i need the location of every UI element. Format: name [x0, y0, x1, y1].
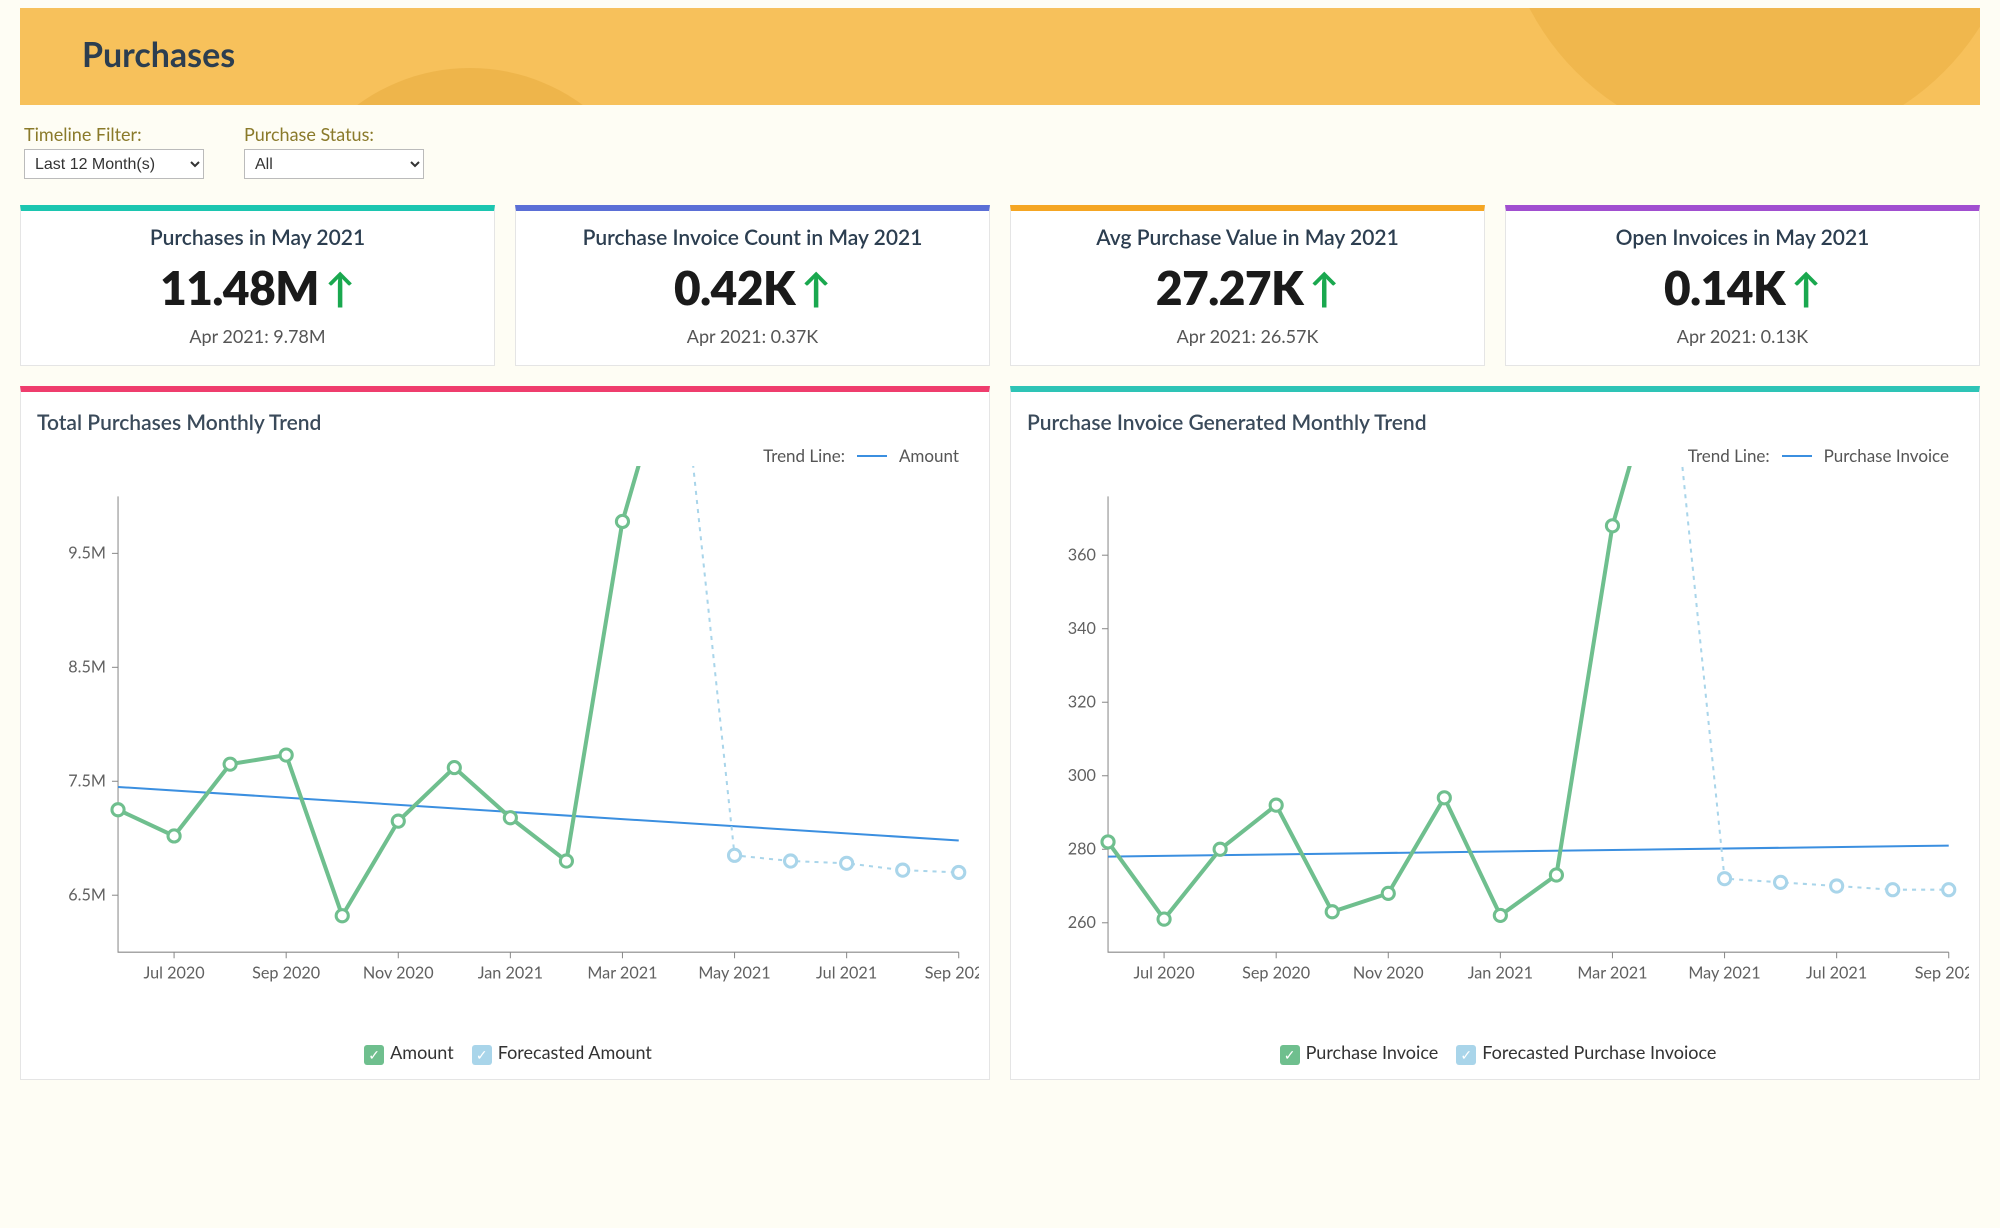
check-icon: ✓: [1280, 1045, 1300, 1065]
arrow-up-icon: ↑: [1791, 268, 1821, 308]
svg-text:Sep 2021: Sep 2021: [1915, 964, 1969, 983]
trend-line-sample-icon: [1782, 455, 1812, 457]
chart-series-legend: ✓Amount ✓Forecasted Amount: [37, 1033, 979, 1064]
chart-invoice-generated: Purchase Invoice Generated Monthly Trend…: [1010, 386, 1980, 1080]
svg-text:360: 360: [1068, 545, 1096, 564]
check-icon: ✓: [472, 1045, 492, 1065]
kpi-prev-value: Apr 2021: 0.37K: [526, 325, 979, 347]
status-filter: Purchase Status: All: [244, 123, 424, 179]
svg-text:Sep 2020: Sep 2020: [252, 964, 320, 983]
kpi-value: 27.27K: [1156, 260, 1303, 315]
kpi-card: Purchases in May 2021 11.48M↑ Apr 2021: 9.…: [20, 205, 495, 366]
kpi-title: Avg Purchase Value in May 2021: [1021, 225, 1474, 250]
trend-series-name: Purchase Invoice: [1824, 445, 1949, 466]
svg-text:May 2021: May 2021: [698, 964, 770, 983]
svg-text:9.5M: 9.5M: [68, 543, 106, 562]
chart-title: Purchase Invoice Generated Monthly Trend: [1027, 410, 1969, 435]
check-icon: ✓: [1456, 1045, 1476, 1065]
chart-title: Total Purchases Monthly Trend: [37, 410, 979, 435]
filters-bar: Timeline Filter: Last 12 Month(s) Purcha…: [0, 105, 2000, 189]
svg-text:320: 320: [1068, 692, 1096, 711]
chart-svg: 260 280 300 320 340 360 Jul 2020 Sep 2020 Nov 20…: [1027, 466, 1969, 1033]
kpi-card: Avg Purchase Value in May 2021 27.27K↑ Apr…: [1010, 205, 1485, 366]
svg-text:260: 260: [1068, 913, 1096, 932]
chart-series-legend: ✓Purchase Invoice ✓Forecasted Purchase In…: [1027, 1033, 1969, 1064]
charts-row: Total Purchases Monthly Trend Trend Line:…: [0, 366, 2000, 1080]
kpi-title: Purchase Invoice Count in May 2021: [526, 225, 979, 250]
svg-text:6.5M: 6.5M: [68, 885, 106, 904]
trend-label: Trend Line:: [1688, 445, 1770, 466]
kpi-value: 0.42K: [674, 260, 795, 315]
svg-text:Nov 2020: Nov 2020: [363, 964, 434, 983]
kpi-value-row: 0.42K↑: [526, 260, 979, 315]
kpi-value-row: 0.14K↑: [1516, 260, 1969, 315]
svg-text:Jul 2021: Jul 2021: [1806, 964, 1867, 983]
svg-text:Mar 2021: Mar 2021: [587, 964, 657, 983]
page-title: Purchases: [82, 34, 1980, 75]
svg-text:8.5M: 8.5M: [68, 657, 106, 676]
legend-item[interactable]: ✓Amount: [364, 1041, 454, 1064]
svg-text:Sep 2020: Sep 2020: [1242, 964, 1310, 983]
trend-line-sample-icon: [857, 455, 887, 457]
timeline-filter: Timeline Filter: Last 12 Month(s): [24, 123, 204, 179]
kpi-value: 0.14K: [1664, 260, 1785, 315]
svg-text:Jul 2020: Jul 2020: [1133, 964, 1194, 983]
svg-text:Jan 2021: Jan 2021: [478, 964, 543, 983]
svg-text:340: 340: [1068, 619, 1096, 638]
arrow-up-icon: ↑: [325, 268, 355, 308]
trend-label: Trend Line:: [763, 445, 845, 466]
svg-text:Nov 2020: Nov 2020: [1353, 964, 1424, 983]
svg-text:Sep 2021: Sep 2021: [925, 964, 979, 983]
chart-trend-legend: Trend Line: Amount: [37, 441, 979, 466]
check-icon: ✓: [364, 1045, 384, 1065]
kpi-prev-value: Apr 2021: 0.13K: [1516, 325, 1969, 347]
legend-item[interactable]: ✓Forecasted Amount: [472, 1041, 652, 1064]
status-filter-select[interactable]: All: [244, 149, 424, 179]
header-banner: Purchases: [20, 8, 1980, 105]
legend-item[interactable]: ✓Forecasted Purchase Invoioce: [1456, 1041, 1716, 1064]
timeline-filter-label: Timeline Filter:: [24, 123, 204, 145]
svg-text:Jul 2020: Jul 2020: [143, 964, 204, 983]
legend-item[interactable]: ✓Purchase Invoice: [1280, 1041, 1439, 1064]
kpi-card: Purchase Invoice Count in May 2021 0.42K↑…: [515, 205, 990, 366]
chart-trend-legend: Trend Line: Purchase Invoice: [1027, 441, 1969, 466]
arrow-up-icon: ↑: [1309, 268, 1339, 308]
svg-text:May 2021: May 2021: [1688, 964, 1760, 983]
kpi-card: Open Invoices in May 2021 0.14K↑ Apr 2021:…: [1505, 205, 1980, 366]
kpi-value-row: 27.27K↑: [1021, 260, 1474, 315]
kpi-prev-value: Apr 2021: 26.57K: [1021, 325, 1474, 347]
arrow-up-icon: ↑: [801, 268, 831, 308]
svg-text:300: 300: [1068, 766, 1096, 785]
timeline-filter-select[interactable]: Last 12 Month(s): [24, 149, 204, 179]
trend-series-name: Amount: [899, 445, 959, 466]
kpi-prev-value: Apr 2021: 9.78M: [31, 325, 484, 347]
kpi-value: 11.48M: [160, 260, 319, 315]
svg-text:Jul 2021: Jul 2021: [816, 964, 877, 983]
svg-text:7.5M: 7.5M: [68, 771, 106, 790]
svg-text:Mar 2021: Mar 2021: [1577, 964, 1647, 983]
kpi-value-row: 11.48M↑: [31, 260, 484, 315]
kpi-row: Purchases in May 202111.48M↑Apr 2021: 9.…: [0, 189, 2000, 366]
svg-text:280: 280: [1068, 839, 1096, 858]
chart-svg: 6.5M 7.5M 8.5M 9.5M Jul 2020 Sep 2020 Nov 2020…: [37, 466, 979, 1033]
status-filter-label: Purchase Status:: [244, 123, 424, 145]
kpi-title: Purchases in May 2021: [31, 225, 484, 250]
svg-text:Jan 2021: Jan 2021: [1468, 964, 1533, 983]
kpi-title: Open Invoices in May 2021: [1516, 225, 1969, 250]
chart-total-purchases: Total Purchases Monthly Trend Trend Line:…: [20, 386, 990, 1080]
